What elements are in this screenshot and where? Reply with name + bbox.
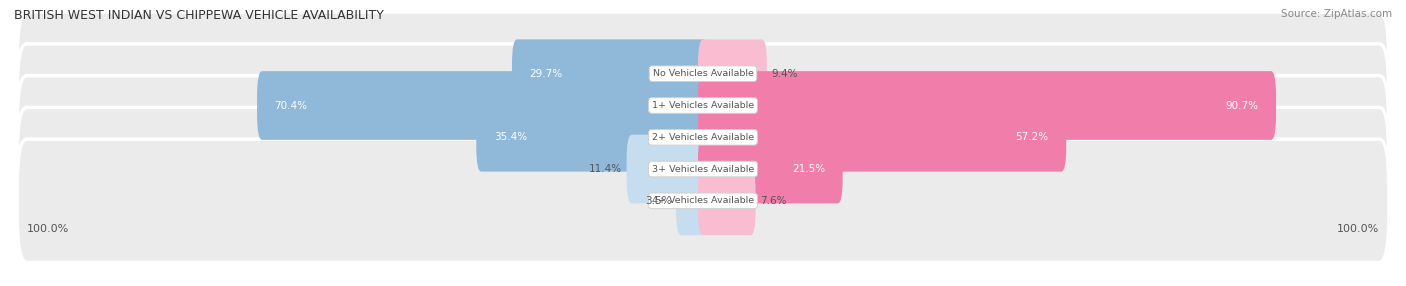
Text: Source: ZipAtlas.com: Source: ZipAtlas.com [1281, 9, 1392, 19]
FancyBboxPatch shape [697, 103, 1066, 172]
Text: 7.6%: 7.6% [761, 196, 786, 206]
FancyBboxPatch shape [512, 39, 709, 108]
FancyBboxPatch shape [17, 12, 1389, 135]
Text: 1+ Vehicles Available: 1+ Vehicles Available [652, 101, 754, 110]
Text: 90.7%: 90.7% [1226, 100, 1258, 110]
FancyBboxPatch shape [17, 139, 1389, 263]
Text: 100.0%: 100.0% [27, 224, 69, 234]
FancyBboxPatch shape [697, 135, 842, 203]
Text: 2+ Vehicles Available: 2+ Vehicles Available [652, 133, 754, 142]
FancyBboxPatch shape [17, 76, 1389, 199]
Text: 3.5%: 3.5% [645, 196, 672, 206]
Text: 70.4%: 70.4% [274, 100, 308, 110]
FancyBboxPatch shape [676, 166, 709, 235]
FancyBboxPatch shape [697, 71, 1277, 140]
Text: 29.7%: 29.7% [530, 69, 562, 79]
FancyBboxPatch shape [697, 166, 755, 235]
FancyBboxPatch shape [697, 39, 766, 108]
FancyBboxPatch shape [17, 44, 1389, 167]
FancyBboxPatch shape [17, 108, 1389, 231]
Text: 57.2%: 57.2% [1015, 132, 1049, 142]
Text: BRITISH WEST INDIAN VS CHIPPEWA VEHICLE AVAILABILITY: BRITISH WEST INDIAN VS CHIPPEWA VEHICLE … [14, 9, 384, 21]
FancyBboxPatch shape [477, 103, 709, 172]
FancyBboxPatch shape [627, 135, 709, 203]
Text: No Vehicles Available: No Vehicles Available [652, 69, 754, 78]
Text: 3+ Vehicles Available: 3+ Vehicles Available [652, 164, 754, 174]
Text: 4+ Vehicles Available: 4+ Vehicles Available [652, 196, 754, 205]
Text: 35.4%: 35.4% [494, 132, 527, 142]
Text: 9.4%: 9.4% [772, 69, 797, 79]
FancyBboxPatch shape [257, 71, 709, 140]
Text: 11.4%: 11.4% [589, 164, 623, 174]
Text: 100.0%: 100.0% [1337, 224, 1379, 234]
Text: 21.5%: 21.5% [792, 164, 825, 174]
